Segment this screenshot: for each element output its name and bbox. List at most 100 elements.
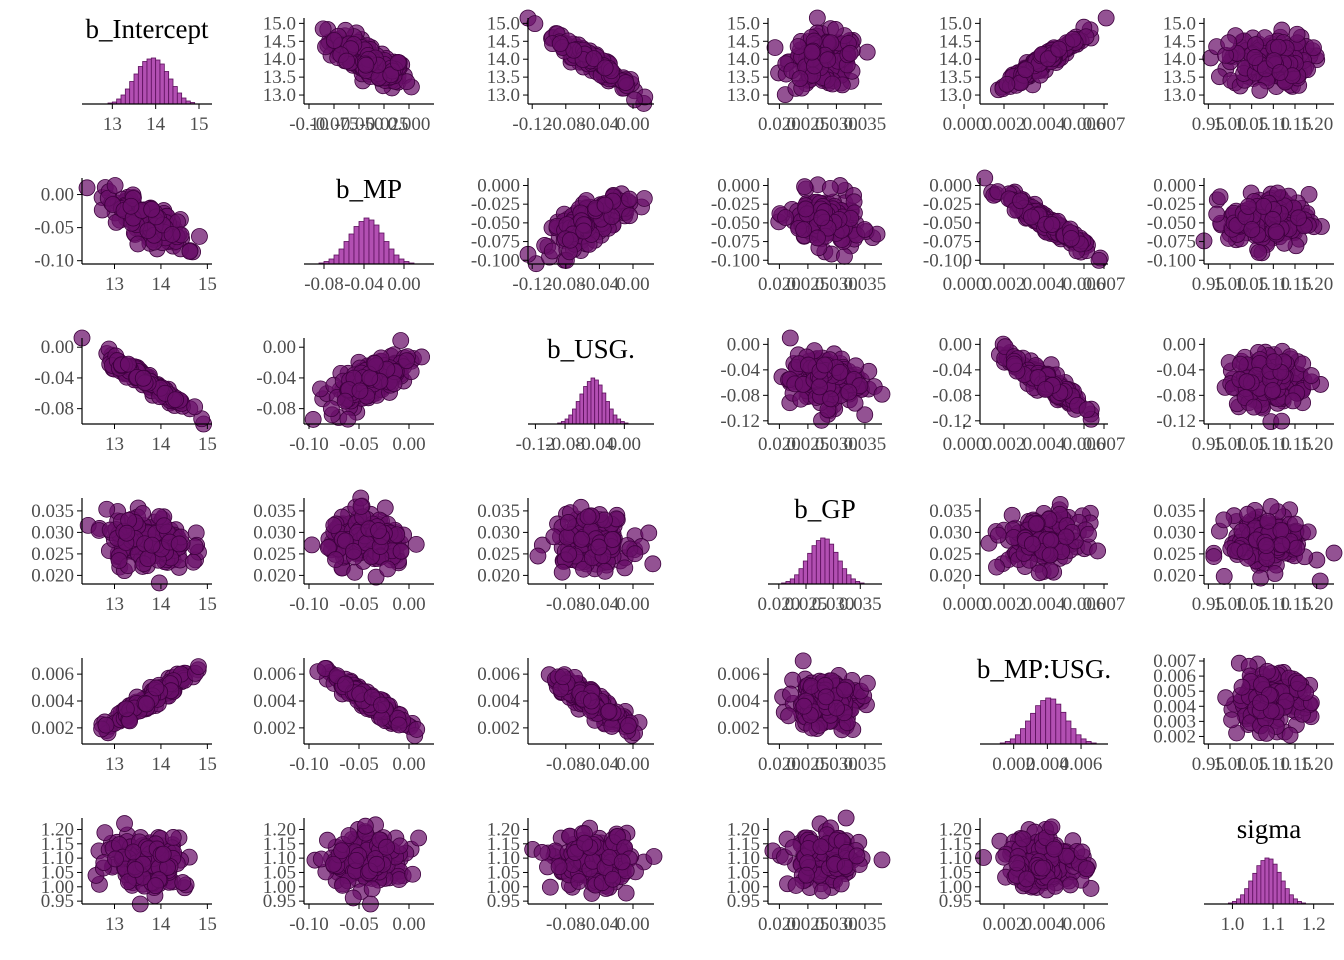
panel-r0-c2: 13.013.514.014.515.0-0.12-0.08-0.040.00 bbox=[487, 9, 654, 135]
x-tick-label: 0.000 bbox=[388, 114, 431, 135]
hist-bar bbox=[798, 568, 804, 585]
x-tick-label: -0.025 bbox=[359, 114, 408, 135]
scatter-point bbox=[596, 59, 614, 77]
hist-bar bbox=[142, 61, 148, 105]
y-tick-label: -0.100 bbox=[923, 250, 972, 271]
scatter-point bbox=[129, 235, 147, 253]
scatter-point bbox=[314, 20, 332, 38]
scatter-point bbox=[382, 66, 400, 84]
scatter-point bbox=[370, 522, 387, 539]
hist-bar bbox=[353, 226, 360, 265]
scatter-point bbox=[573, 530, 590, 548]
scatter-point bbox=[841, 44, 859, 62]
scatter-point bbox=[616, 559, 634, 577]
scatter-point bbox=[822, 390, 839, 408]
x-tick-label: 0.00 bbox=[387, 274, 420, 295]
scatter-point bbox=[808, 9, 826, 27]
scatter-point bbox=[139, 222, 157, 239]
scatter-point bbox=[858, 43, 876, 61]
point-cloud bbox=[529, 498, 662, 581]
point-cloud bbox=[773, 329, 891, 429]
hist-bar bbox=[116, 98, 122, 105]
panel-r1-c1: -0.08 -0.04 0.00b_MP bbox=[304, 174, 434, 295]
x-tick-label: 0.000 bbox=[943, 274, 986, 295]
point-cloud bbox=[989, 9, 1115, 99]
scatter-point bbox=[118, 524, 136, 542]
scatter-point bbox=[1311, 572, 1329, 590]
hist-bar bbox=[1020, 728, 1026, 745]
scatter-point bbox=[621, 207, 639, 225]
scatter-point bbox=[1215, 511, 1233, 529]
x-tick-label: 0.00 bbox=[616, 754, 649, 775]
hist-bar bbox=[172, 86, 178, 105]
scatter-point bbox=[791, 70, 809, 88]
scatter-point bbox=[560, 545, 578, 563]
scatter-point bbox=[585, 50, 603, 68]
hist-bar bbox=[373, 224, 380, 265]
x-tick-label: -0.08 bbox=[546, 114, 586, 135]
hist-bar bbox=[181, 97, 187, 105]
scatter-point bbox=[1233, 522, 1251, 540]
y-tick-label: 0.00 bbox=[41, 337, 74, 358]
scatter-point bbox=[327, 551, 344, 568]
y-tick-label: 13.0 bbox=[1163, 85, 1196, 106]
y-tick-label: 0.002 bbox=[477, 718, 520, 739]
scatter-point bbox=[191, 228, 208, 245]
x-tick-label: 0.00 bbox=[616, 594, 649, 615]
hist-bar bbox=[1030, 712, 1036, 745]
y-tick-label: 0.030 bbox=[477, 522, 520, 543]
hist-bar bbox=[590, 377, 596, 425]
hist-bar bbox=[348, 233, 355, 265]
scatter-point bbox=[1286, 515, 1304, 533]
x-tick-label: -0.050 bbox=[334, 114, 383, 135]
scatter-point bbox=[1284, 392, 1302, 410]
scatter-point bbox=[325, 517, 343, 534]
point-cloud bbox=[1195, 184, 1330, 262]
scatter-point bbox=[1288, 25, 1306, 43]
y-tick-label: 0.00 bbox=[727, 334, 760, 355]
hist-bar bbox=[609, 408, 614, 425]
scatter-point bbox=[143, 200, 161, 218]
x-tick-label: 1.20 bbox=[1300, 754, 1333, 775]
scatter-point bbox=[1062, 230, 1080, 247]
y-tick-label: 0.00 bbox=[263, 337, 296, 358]
scatter-point bbox=[635, 190, 653, 207]
scatter-point bbox=[1257, 537, 1275, 555]
y-tick-label: 0.002 bbox=[253, 718, 296, 739]
point-cloud bbox=[980, 495, 1107, 582]
x-tick-label: 14 bbox=[151, 434, 171, 455]
hist-bar bbox=[1045, 697, 1052, 745]
scatter-point bbox=[155, 517, 173, 535]
x-tick-label: -0.075 bbox=[309, 114, 358, 135]
x-tick-label: 0.002 bbox=[983, 434, 1026, 455]
scatter-point bbox=[325, 32, 343, 49]
x-tick-label: 1.20 bbox=[1300, 594, 1333, 615]
point-cloud bbox=[1216, 342, 1329, 431]
scatter-point bbox=[1078, 401, 1096, 419]
scatter-point bbox=[1239, 505, 1257, 523]
scatter-point bbox=[170, 535, 188, 553]
scatter-point bbox=[1325, 544, 1343, 562]
scatter-point bbox=[389, 54, 407, 71]
scatter-point bbox=[1217, 689, 1235, 707]
y-tick-label: 15.0 bbox=[263, 13, 296, 34]
y-tick-label: 0.006 bbox=[253, 664, 296, 685]
x-tick-label: 0.002 bbox=[983, 274, 1026, 295]
hist-bar bbox=[368, 219, 375, 265]
diagonal-title: b_Intercept bbox=[86, 14, 209, 44]
panel-r4-c5: 0.0070.0060.0050.0040.0030.0020.951.001.… bbox=[1153, 651, 1334, 775]
scatter-point bbox=[337, 675, 354, 693]
x-tick-label: 13 bbox=[105, 594, 124, 615]
scatter-point bbox=[1290, 209, 1307, 227]
x-tick-label: 0.00 bbox=[616, 114, 649, 135]
scatter-point bbox=[98, 500, 116, 518]
y-tick-label: 0.025 bbox=[31, 544, 74, 565]
y-tick-label: 13.0 bbox=[263, 85, 296, 106]
scatter-point bbox=[1205, 548, 1223, 565]
scatter-point bbox=[1037, 381, 1054, 398]
y-tick-label: 0.004 bbox=[477, 691, 520, 712]
